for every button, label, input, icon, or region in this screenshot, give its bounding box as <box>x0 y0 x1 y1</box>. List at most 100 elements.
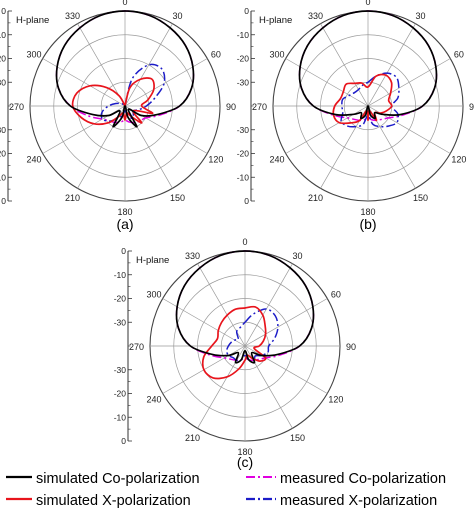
angle-tick-label: 300 <box>147 290 162 300</box>
series-sim-x <box>71 77 155 126</box>
angle-tick-label: 240 <box>27 155 42 165</box>
angle-tick-label: 120 <box>328 395 343 405</box>
angle-tick-label: 300 <box>270 50 285 60</box>
plane-label: H-plane <box>16 15 49 26</box>
angle-tick-label: 30 <box>172 11 182 21</box>
radial-tick-label: -20 <box>114 294 127 304</box>
angle-tick-label: 270 <box>252 102 267 112</box>
radial-axis: 0 -10 -20 -30 -30 -20 -10 0 <box>237 6 255 206</box>
grid-spoke <box>162 298 246 347</box>
radial-tick-label: -20 <box>114 389 127 399</box>
grid-spoke <box>285 58 369 107</box>
radial-tick-label: -20 <box>0 149 6 159</box>
grid-spoke <box>244 263 293 347</box>
series-meas-x <box>100 63 166 122</box>
angle-tick-label: 240 <box>147 395 162 405</box>
legend-label-sim-x: simulated X-polarization <box>36 493 191 509</box>
angle-tick-label: 0 <box>365 0 370 7</box>
grid-spoke <box>77 23 126 107</box>
angle-tick-label: 210 <box>65 193 80 203</box>
radial-tick-label: -20 <box>237 149 250 159</box>
angle-tick-label: 60 <box>331 290 341 300</box>
radial-tick-label: -20 <box>237 54 250 64</box>
series-sim-co <box>175 250 315 364</box>
radial-tick-label: -30 <box>114 365 127 375</box>
angle-tick-label: 30 <box>292 251 302 261</box>
radial-tick-label: -30 <box>114 317 127 327</box>
legend: simulated Co-polarization measured Co-po… <box>6 471 446 509</box>
radial-tick-label: -10 <box>114 412 127 422</box>
angle-tick-label: 90 <box>346 342 356 352</box>
grid-spoke <box>124 23 173 107</box>
panel-label: (c) <box>237 454 253 470</box>
angle-tick-label: 120 <box>208 155 223 165</box>
radial-tick-label: -20 <box>0 54 6 64</box>
angle-tick-label: 0 <box>122 0 127 7</box>
angle-tick-label: 150 <box>413 193 428 203</box>
angle-tick-label: 90 <box>226 102 236 112</box>
panel-label: (b) <box>359 216 376 232</box>
radial-tick-label: -10 <box>0 30 6 40</box>
grid-spoke <box>244 345 328 394</box>
series-meas-x <box>340 72 400 128</box>
plane-label: H-plane <box>136 255 169 266</box>
legend-label-sim-co: simulated Co-polarization <box>36 471 200 487</box>
grid-spoke <box>320 23 369 107</box>
radial-tick-label: 0 <box>244 196 249 206</box>
radial-tick-label: -30 <box>0 125 6 135</box>
angle-tick-label: 90 <box>469 102 474 112</box>
angle-tick-label: 120 <box>451 155 466 165</box>
angle-tick-label: 210 <box>185 433 200 443</box>
radial-tick-label: -10 <box>237 30 250 40</box>
grid-spoke <box>42 58 126 107</box>
series-sim-co <box>55 10 195 128</box>
panel-label: (a) <box>116 216 133 232</box>
series-meas-x <box>225 308 279 364</box>
angle-tick-label: 60 <box>454 50 464 60</box>
radial-tick-label: -10 <box>114 270 127 280</box>
grid-spoke <box>124 58 208 107</box>
angle-tick-label: 330 <box>308 11 323 21</box>
radial-tick-label: 0 <box>244 6 249 16</box>
angle-tick-label: 150 <box>170 193 185 203</box>
angle-tick-label: 150 <box>290 433 305 443</box>
radial-tick-label: -10 <box>0 172 6 182</box>
grid-spoke <box>244 298 328 347</box>
radial-axis: 0 -10 -20 -30 -30 -20 -10 0 <box>114 246 132 446</box>
angle-tick-label: 240 <box>270 155 285 165</box>
polar-chart-a: 0 30 60 90 120 150 180 210 240 270 300 330 0 -10 -20 -3… <box>0 0 236 232</box>
radial-tick-label: 0 <box>121 246 126 256</box>
angle-tick-label: 0 <box>242 237 247 247</box>
angle-tick-label: 270 <box>9 102 24 112</box>
angle-tick-label: 330 <box>185 251 200 261</box>
radial-tick-label: -30 <box>0 77 6 87</box>
radial-axis: 0 -10 -20 -30 -30 -20 -10 0 <box>0 6 12 206</box>
angle-tick-label: 300 <box>27 50 42 60</box>
grid-spoke <box>197 263 246 347</box>
series-sim-x <box>332 73 393 125</box>
angle-tick-label: 30 <box>415 11 425 21</box>
radial-tick-label: -30 <box>237 125 250 135</box>
series-sim-x <box>201 305 267 380</box>
radial-tick-label: -10 <box>237 172 250 182</box>
plane-label: H-plane <box>259 15 292 26</box>
legend-label-meas-x: measured X-polarization <box>280 493 437 509</box>
legend-label-meas-co: measured Co-polarization <box>280 471 446 487</box>
radial-tick-label: 0 <box>121 436 126 446</box>
angle-tick-label: 180 <box>360 207 375 217</box>
angle-tick-label: 60 <box>211 50 221 60</box>
angle-tick-label: 180 <box>237 447 252 457</box>
radial-tick-label: 0 <box>1 6 6 16</box>
angle-tick-label: 210 <box>308 193 323 203</box>
angle-tick-label: 330 <box>65 11 80 21</box>
angle-tick-label: 180 <box>117 207 132 217</box>
grid-spoke <box>367 58 451 107</box>
grid-spoke <box>367 23 416 107</box>
radial-tick-label: 0 <box>1 196 6 206</box>
series-sim-co <box>298 10 438 120</box>
polar-chart-c: 0 30 60 90 120 150 180 210 240 270 300 330 0 -10 -20 -3… <box>114 237 356 470</box>
angle-tick-label: 270 <box>129 342 144 352</box>
radial-tick-label: -30 <box>237 77 250 87</box>
grid-spoke <box>197 345 246 429</box>
